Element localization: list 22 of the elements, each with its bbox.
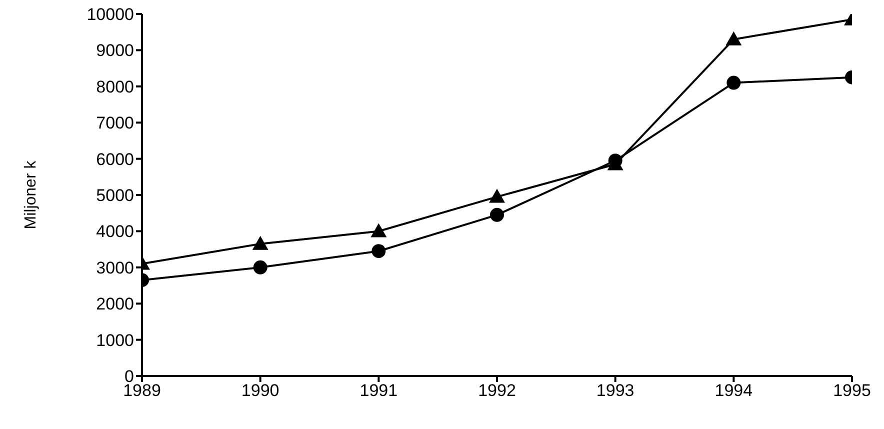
x-tick-label: 1991	[360, 381, 398, 400]
y-tick-label: 10000	[86, 5, 134, 24]
y-tick-label: 4000	[96, 222, 134, 242]
x-tick-label: 1994	[714, 381, 753, 400]
y-tick-label: 2000	[96, 294, 134, 314]
x-tick-label: 1992	[478, 381, 516, 400]
x-tick-label: 1990	[241, 381, 280, 400]
y-tick-label: 1000	[96, 330, 134, 350]
x-tick-label: 1993	[596, 381, 634, 400]
y-tick-label: 8000	[96, 77, 134, 96]
y-tick-label: 9000	[96, 41, 134, 60]
y-tick-label: 7000	[96, 114, 134, 133]
point	[489, 188, 505, 203]
point	[490, 208, 504, 222]
y-tick-label: 3000	[96, 258, 134, 278]
y-axis-title: Miljoner k	[22, 160, 40, 230]
y-tick-label: 6000	[96, 150, 134, 169]
x-tick-label: 1995	[833, 381, 871, 400]
point	[372, 244, 386, 258]
y-tick-label: 5000	[96, 186, 134, 206]
point	[370, 223, 387, 238]
x-tick-label: 1989	[123, 381, 161, 400]
